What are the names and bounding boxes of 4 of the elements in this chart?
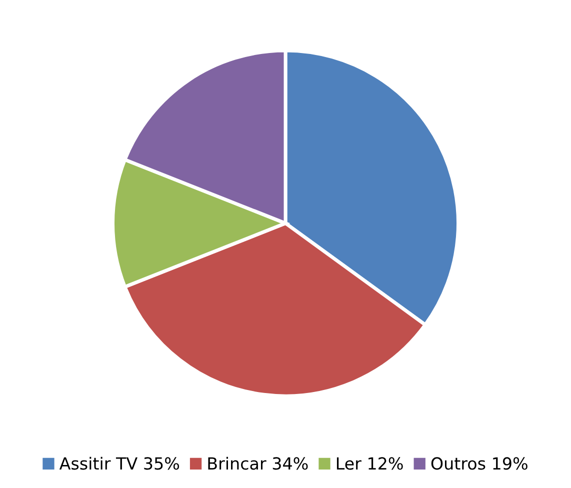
legend-label: Ler 12% bbox=[336, 457, 403, 470]
legend-label: Assitir TV 35% bbox=[59, 456, 180, 470]
legend-label: Outros 19% bbox=[431, 457, 528, 470]
legend-label: Brincar 34% bbox=[208, 456, 308, 470]
